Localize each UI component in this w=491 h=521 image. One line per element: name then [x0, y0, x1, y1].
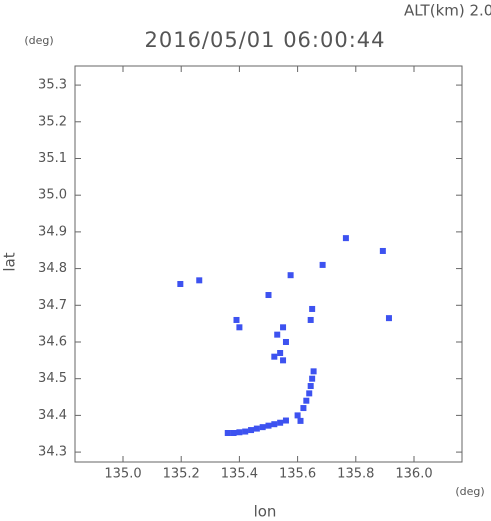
echo-point: [309, 375, 316, 382]
y-tick-label: 34.8: [38, 261, 67, 276]
y-tick-label: 35.2: [38, 114, 67, 129]
x-tick-label: 135.0: [104, 467, 141, 482]
echo-point: [271, 353, 278, 360]
echo-point: [230, 430, 237, 437]
echo-point: [277, 349, 284, 356]
echo-point: [319, 261, 326, 268]
echo-point: [253, 425, 260, 432]
echo-point: [287, 272, 294, 279]
y-unit: (deg): [24, 34, 53, 47]
echo-point: [294, 412, 301, 419]
plot-frame: [74, 65, 463, 463]
echo-point: [300, 405, 307, 412]
echo-point: [265, 422, 272, 429]
echo-point: [385, 315, 392, 322]
echo-point: [282, 338, 289, 345]
echo-point: [248, 427, 255, 434]
echo-point: [282, 417, 289, 424]
echo-point: [265, 292, 272, 299]
echo-point: [236, 429, 243, 436]
y-tick-label: 34.3: [38, 445, 67, 460]
echo-point: [306, 390, 313, 397]
echo-point: [280, 324, 287, 331]
echo-point: [242, 428, 249, 435]
echo-point: [233, 316, 240, 323]
echo-point: [307, 383, 314, 390]
x-tick-label: 135.8: [337, 467, 374, 482]
echo-point: [297, 417, 304, 424]
x-axis-label: lon: [254, 503, 277, 521]
y-tick-label: 34.6: [38, 334, 67, 349]
x-tick-label: 135.6: [279, 467, 316, 482]
y-axis-label: lat: [1, 252, 19, 271]
y-tick-label: 34.9: [38, 224, 67, 239]
y-tick-label: 35.3: [38, 78, 67, 93]
y-tick-label: 35.1: [38, 151, 67, 166]
y-tick-label: 34.5: [38, 371, 67, 386]
echo-point: [196, 277, 203, 284]
echo-point: [259, 424, 266, 431]
y-tick-label: 34.7: [38, 298, 67, 313]
x-tick-label: 135.4: [221, 467, 258, 482]
altitude-label: ALT(km) 2.0: [404, 2, 491, 20]
echo-point: [271, 421, 278, 428]
echo-point: [303, 397, 310, 404]
x-tick-label: 135.2: [163, 467, 200, 482]
echo-point: [224, 430, 231, 437]
x-tick-label: 136.0: [395, 467, 432, 482]
echo-point: [307, 316, 314, 323]
echo-point: [309, 305, 316, 312]
x-unit: (deg): [455, 485, 484, 498]
echo-point: [274, 331, 281, 338]
echo-point: [342, 235, 349, 242]
echo-point: [310, 368, 317, 375]
y-tick-label: 35.0: [38, 188, 67, 203]
echo-point: [277, 419, 284, 426]
echo-point: [379, 247, 386, 254]
echo-point: [280, 357, 287, 364]
chart-title: 2016/05/01 06:00:44: [144, 28, 385, 52]
echo-point: [177, 281, 184, 288]
y-tick-label: 34.4: [38, 408, 67, 423]
echo-point: [236, 324, 243, 331]
